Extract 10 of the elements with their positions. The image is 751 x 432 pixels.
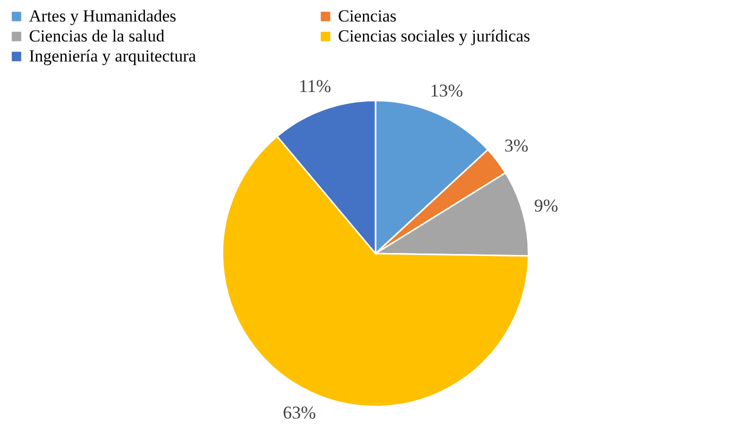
legend-label: Ciencias <box>338 6 397 26</box>
legend-label: Ingeniería y arquitectura <box>29 46 197 66</box>
legend-label: Ciencias sociales y jurídicas <box>338 26 530 46</box>
data-label: 13% <box>430 80 463 100</box>
data-label: 11% <box>298 76 332 96</box>
data-label: 9% <box>534 195 558 216</box>
legend-label: Ciencias de la salud <box>29 26 165 46</box>
data-label: 3% <box>504 135 528 156</box>
data-label: 63% <box>282 402 316 422</box>
legend-label: Artes y Humanidades <box>29 6 176 26</box>
